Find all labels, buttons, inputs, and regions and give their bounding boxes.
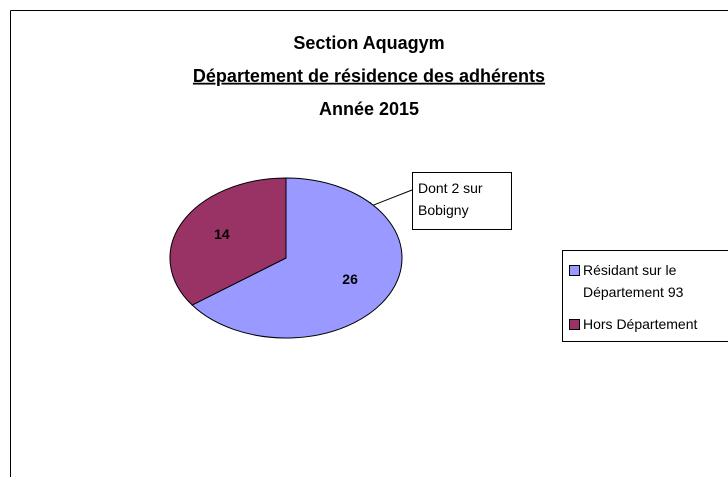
title: Département de résidence des adhérents xyxy=(193,66,545,86)
legend-label: Hors Département xyxy=(583,316,698,332)
title: Section Aquagym xyxy=(293,33,444,53)
title: Année 2015 xyxy=(319,99,419,119)
legend-swatch xyxy=(569,265,580,276)
legend-label: Résidant sur le Département 93 xyxy=(583,262,684,300)
data-label: 14 xyxy=(214,226,230,242)
annotation: Dont 2 sur Bobigny xyxy=(412,172,512,230)
pie-slice xyxy=(169,177,287,306)
data-label: 26 xyxy=(342,271,358,287)
legend-swatch xyxy=(569,319,580,330)
legend-item: Hors Département xyxy=(569,313,728,335)
legend-item: Résidant sur le Département 93 xyxy=(569,259,728,303)
legend: Résidant sur le Département 93 Hors Dépar… xyxy=(562,250,728,342)
pie-slice xyxy=(191,177,403,339)
